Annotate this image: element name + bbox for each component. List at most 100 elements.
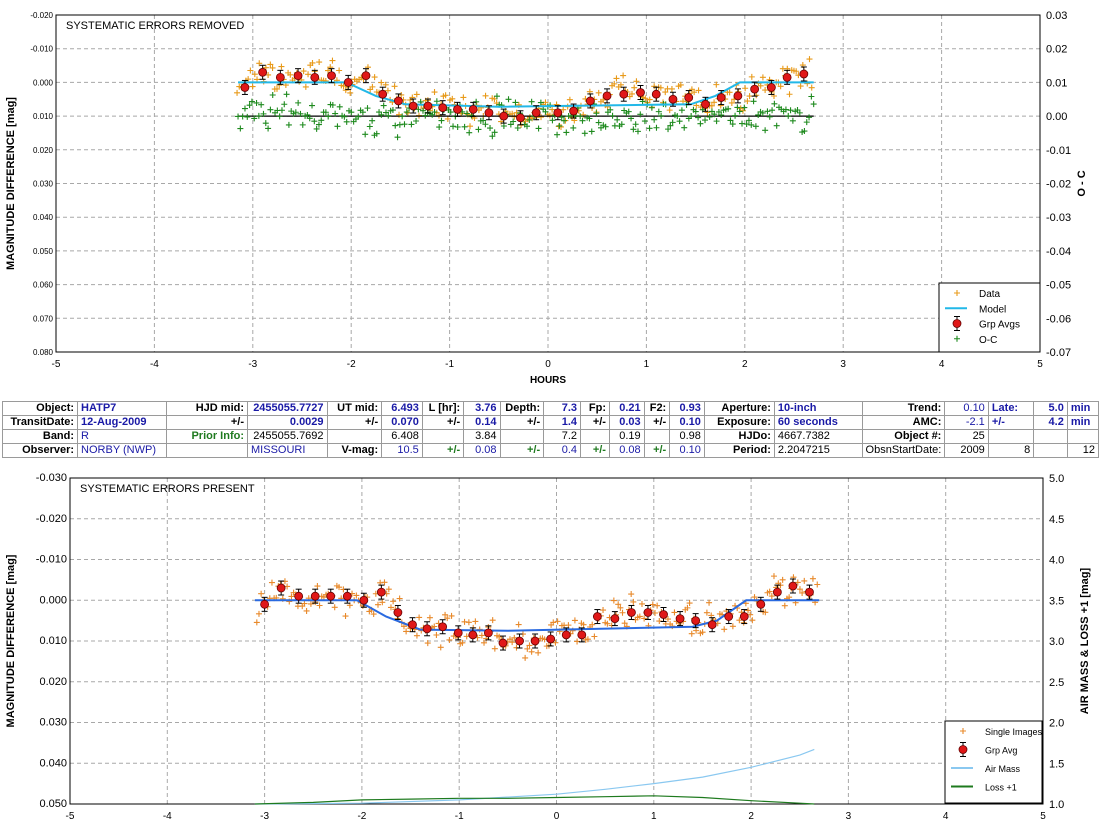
table-cell: Object: <box>1 401 79 416</box>
residual-point <box>394 134 401 141</box>
data-point <box>617 604 624 611</box>
data-point <box>369 83 376 90</box>
y-tick-label: -0.030 <box>36 472 67 484</box>
x-tick-label: 2 <box>742 359 748 370</box>
data-point <box>273 85 280 92</box>
y2-tick-label: 1.0 <box>1049 799 1064 811</box>
data-point <box>742 85 749 92</box>
group-average-marker <box>408 620 417 630</box>
residual-point <box>653 124 660 131</box>
residual-point <box>447 109 454 116</box>
residual-point <box>561 117 568 124</box>
data-point <box>565 622 572 629</box>
residual-point <box>697 120 704 127</box>
group-average-marker <box>258 67 268 77</box>
data-point <box>759 74 766 81</box>
data-point <box>413 632 420 639</box>
data-point <box>580 111 587 118</box>
data-point <box>442 92 449 99</box>
group-average-marker <box>453 628 463 638</box>
table-cell: 0.10 <box>669 415 705 430</box>
residual-point <box>535 125 542 132</box>
y2-tick-label: 2.0 <box>1049 718 1064 730</box>
residual-point <box>674 113 681 120</box>
data-point <box>491 645 498 652</box>
residual-point <box>577 113 584 120</box>
residual-point <box>785 112 792 119</box>
residual-point <box>334 123 341 130</box>
residual-point <box>378 111 385 118</box>
residual-point <box>762 127 769 134</box>
residual-point <box>364 105 371 112</box>
data-point <box>314 583 321 590</box>
y2-tick-label: -0.04 <box>1046 246 1071 258</box>
data-point <box>390 598 397 605</box>
group-average-marker <box>602 91 612 101</box>
group-average-marker <box>310 72 320 82</box>
table-cell: F2: <box>643 401 671 416</box>
data-point <box>278 63 285 70</box>
table-cell: 0.10 <box>944 401 989 416</box>
series-o-c <box>235 91 817 141</box>
y-tick-label: 0.050 <box>33 247 54 256</box>
table-cell: Exposure: <box>703 415 775 430</box>
data-point <box>416 614 423 621</box>
group-average-marker <box>408 101 418 111</box>
residual-point <box>528 98 535 105</box>
residual-point <box>602 123 609 130</box>
group-average-marker <box>691 616 701 626</box>
table-cell: +/- <box>499 443 545 458</box>
x-tick-label: 3 <box>846 811 852 822</box>
data-point <box>364 64 371 71</box>
group-average-marker <box>799 69 809 79</box>
data-point <box>538 114 545 121</box>
residual-point <box>436 124 443 131</box>
table-cell <box>165 443 249 458</box>
table-cell: Trend: <box>861 401 946 416</box>
table-cell: 8 <box>987 443 1035 458</box>
residual-point <box>510 118 517 125</box>
table-cell: UT mid: <box>326 401 383 416</box>
group-average-marker <box>310 591 320 601</box>
residual-point <box>246 102 253 109</box>
x-tick-label: -4 <box>150 359 159 370</box>
table-cell: 0.14 <box>463 415 501 430</box>
data-point <box>591 633 598 640</box>
group-average-marker <box>788 581 798 591</box>
table-cell: HJD mid: <box>165 401 249 416</box>
data-point <box>448 612 455 619</box>
residual-point <box>766 113 773 120</box>
residual-point <box>505 96 512 103</box>
series-loss-1-line <box>254 795 815 805</box>
residual-point <box>512 99 519 106</box>
data-point <box>779 576 786 583</box>
data-point <box>684 604 691 611</box>
series-model-line <box>238 81 814 108</box>
table-cell: AMC: <box>861 415 946 430</box>
data-point <box>762 87 769 94</box>
residual-point <box>438 117 445 124</box>
data-point <box>799 589 806 596</box>
series-group-averages <box>260 578 814 651</box>
x-tick-label: 5 <box>1040 811 1046 822</box>
data-point <box>695 87 702 94</box>
data-point <box>302 83 309 90</box>
residual-point <box>482 121 489 128</box>
group-average-marker <box>484 108 494 118</box>
data-point <box>704 109 711 116</box>
data-point <box>336 584 343 591</box>
data-point <box>611 80 618 87</box>
residual-point <box>306 115 313 122</box>
table-cell: 2.2047215 <box>773 443 863 458</box>
data-point <box>770 573 777 580</box>
data-point <box>794 579 801 586</box>
data-point <box>809 575 816 582</box>
data-point <box>340 83 347 90</box>
table-cell <box>1033 429 1068 444</box>
table-cell: Band: <box>1 429 79 444</box>
table-cell <box>1066 429 1099 444</box>
residual-point <box>415 106 422 113</box>
table-cell: min <box>1066 401 1099 416</box>
group-average-marker <box>423 101 433 111</box>
residual-point <box>593 110 600 117</box>
